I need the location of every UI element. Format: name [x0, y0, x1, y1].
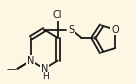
Text: S: S — [68, 25, 74, 35]
Text: N: N — [41, 64, 48, 74]
Text: H: H — [42, 72, 49, 81]
Text: O: O — [111, 25, 119, 35]
Text: N: N — [27, 56, 35, 66]
Text: Cl: Cl — [53, 10, 62, 20]
Text: —: — — [7, 64, 16, 74]
